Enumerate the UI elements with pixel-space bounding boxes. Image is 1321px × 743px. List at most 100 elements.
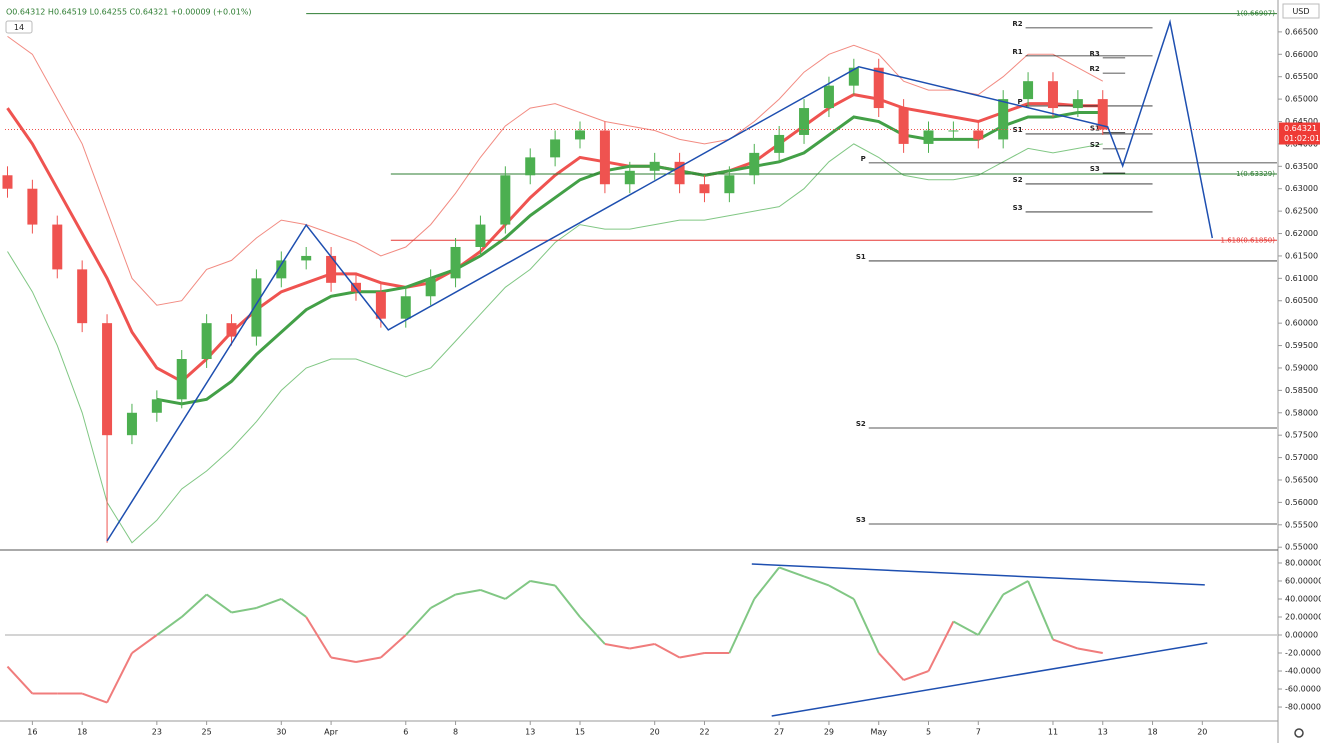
settings-icon[interactable]	[1294, 728, 1304, 738]
pivot-label: P	[861, 155, 866, 163]
oscillator-segment	[852, 598, 880, 654]
candle-body	[500, 175, 511, 225]
candle-body	[1097, 99, 1108, 130]
x-tick-label: 22	[699, 728, 709, 737]
oscillator-segment	[629, 643, 655, 650]
oscillator-segment	[181, 593, 208, 618]
oscillator-segment	[530, 579, 556, 587]
oscillator-segment	[778, 566, 805, 578]
oscillator-segment	[604, 643, 630, 650]
oscillator-segment	[405, 607, 432, 636]
candle-body	[674, 161, 685, 185]
x-tick-label: 11	[1048, 728, 1058, 737]
countdown: 01:02:01	[1284, 134, 1320, 143]
x-tick-label: 13	[1098, 728, 1108, 737]
pivot-label: R1	[1012, 48, 1022, 56]
oscillator-segment	[256, 598, 282, 609]
pivot-label: S2	[856, 420, 866, 428]
candle-body	[52, 224, 63, 270]
pivot-label: S1	[1090, 125, 1100, 133]
oscillator-segment	[728, 598, 756, 654]
candle-body	[77, 269, 88, 324]
y-tick-label: 0.64500	[1285, 117, 1318, 126]
y-tick-label: 0.61500	[1285, 251, 1318, 260]
x-tick-label: 27	[774, 728, 784, 737]
candle-body	[624, 170, 635, 185]
candle-body	[375, 291, 386, 319]
candle-body	[973, 130, 984, 140]
y-tick-label: 80.00000	[1285, 558, 1321, 567]
x-tick-label: May	[870, 728, 887, 737]
oscillator-segment	[355, 656, 382, 664]
x-tick-label: 7	[976, 728, 981, 737]
candle-body	[176, 359, 187, 400]
x-tick-label: 23	[152, 728, 162, 737]
oscillator-segment	[579, 616, 606, 645]
indicator-box[interactable]	[5, 20, 33, 34]
oscillator-segment	[330, 656, 357, 664]
pivot-label: P	[1017, 98, 1022, 106]
y-tick-label: 0.58500	[1285, 386, 1318, 395]
oscillator-segment	[231, 607, 257, 614]
candle-body	[898, 108, 909, 144]
y-tick-label: 0.66500	[1285, 27, 1318, 36]
candle-body	[699, 184, 710, 194]
oscillator-segment	[106, 652, 133, 703]
pivot-label: R2	[1089, 65, 1099, 73]
candle-body	[1047, 81, 1058, 109]
candle-body	[450, 246, 461, 279]
oscillator-segment	[131, 634, 158, 654]
currency-box[interactable]	[1282, 3, 1320, 19]
candle-body	[525, 157, 536, 176]
pivot-label: R3	[1089, 50, 1099, 58]
candle-body	[425, 278, 436, 297]
oscillator-segment	[280, 598, 307, 618]
oscillator-segment	[480, 589, 506, 600]
candle-body	[27, 188, 38, 225]
trendline	[751, 563, 1205, 586]
gear[interactable]	[1294, 728, 1304, 738]
oscillator-segment	[156, 616, 183, 636]
indicator-line	[7, 143, 1103, 544]
candle-body	[649, 161, 660, 171]
y-tick-label: 0.62000	[1285, 229, 1318, 238]
zigzag-line	[106, 19, 1214, 542]
candle-body	[301, 255, 312, 261]
oscillator-segment	[380, 634, 407, 659]
y-tick-label: 20.00000	[1285, 612, 1321, 621]
y-tick-label: 0.57500	[1285, 431, 1318, 440]
oscillator-segment	[1027, 580, 1054, 640]
candle-body	[1023, 81, 1034, 100]
x-tick-label: 13	[525, 728, 535, 737]
oscillator-segment	[1077, 647, 1103, 654]
candle-body	[151, 399, 162, 413]
y-tick-label: 60.00000	[1285, 576, 1321, 585]
oscillator-segment	[828, 584, 855, 600]
fib-label: 1.618(0.61850)	[1221, 236, 1276, 244]
x-tick-label: 30	[276, 728, 286, 737]
oscillator-segment	[1052, 638, 1079, 650]
oscillator-segment	[679, 652, 705, 659]
pivot-label: R2	[1012, 20, 1022, 28]
x-tick-label: 6	[403, 728, 408, 737]
pivot-label: S2	[1013, 176, 1023, 184]
oscillator-segment	[977, 593, 1005, 636]
x-tick-label: 15	[575, 728, 585, 737]
pivot-label: S1	[1013, 126, 1023, 134]
oscillator-segment	[554, 584, 581, 618]
indicator-label: 14	[14, 23, 24, 32]
pivot-label: S1	[856, 253, 866, 261]
y-tick-label: 0.65500	[1285, 72, 1318, 81]
candle-body	[948, 130, 959, 132]
y-tick-label: 0.60000	[1285, 319, 1318, 328]
candle-body	[350, 282, 361, 292]
y-tick-label: -20.00000	[1285, 649, 1321, 658]
oscillator-segment	[903, 670, 929, 681]
y-tick-label: 0.65000	[1285, 95, 1318, 104]
oscillator-segment	[654, 643, 681, 659]
candle-body	[873, 67, 884, 109]
y-tick-label: 0.62500	[1285, 207, 1318, 216]
oscillator-segment	[81, 692, 108, 704]
y-tick-label: 0.63500	[1285, 162, 1318, 171]
